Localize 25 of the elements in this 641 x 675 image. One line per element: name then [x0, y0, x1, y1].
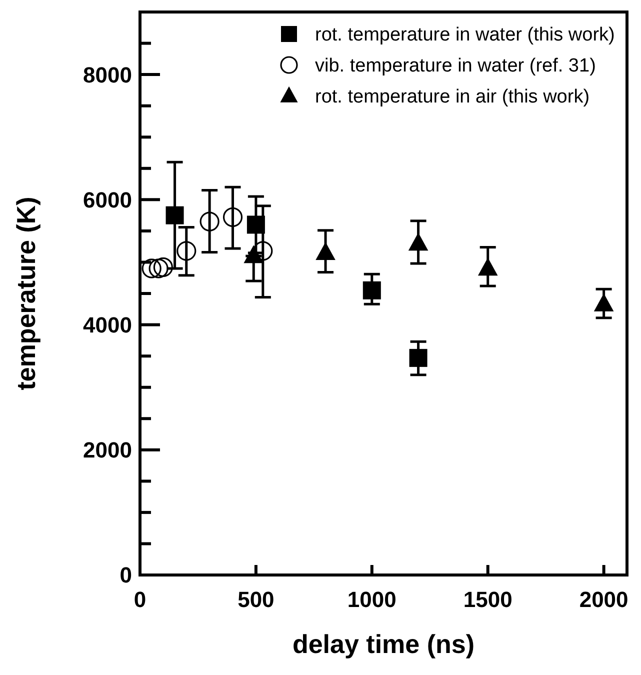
y-tick-label: 8000	[83, 62, 132, 88]
legend-label: rot. temperature in water (this work)	[315, 24, 615, 46]
x-tick-label: 2000	[579, 587, 628, 612]
x-tick-label: 1000	[347, 587, 396, 612]
point	[176, 241, 196, 261]
x-axis-title: delay time (ns)	[292, 629, 475, 659]
point	[409, 348, 428, 367]
y-tick-label: 4000	[83, 312, 132, 338]
y-tick-label: 2000	[83, 438, 132, 463]
x-tick-label: 500	[238, 587, 274, 612]
point	[316, 242, 336, 260]
y-tick-label: 0	[120, 562, 132, 588]
point	[253, 241, 273, 261]
point	[148, 258, 168, 278]
point	[142, 258, 162, 278]
point	[166, 206, 184, 224]
y-axis-title: temperature (K)	[11, 196, 41, 390]
point	[362, 281, 381, 300]
point	[153, 257, 173, 278]
legend-label: rot. temperature in air (this work)	[315, 86, 590, 108]
point	[200, 212, 220, 232]
legend-label: vib. temperature in water (ref. 31)	[315, 56, 596, 77]
point	[222, 207, 243, 227]
y-tick-label: 6000	[83, 187, 132, 212]
x-tick-label: 1500	[463, 587, 512, 612]
